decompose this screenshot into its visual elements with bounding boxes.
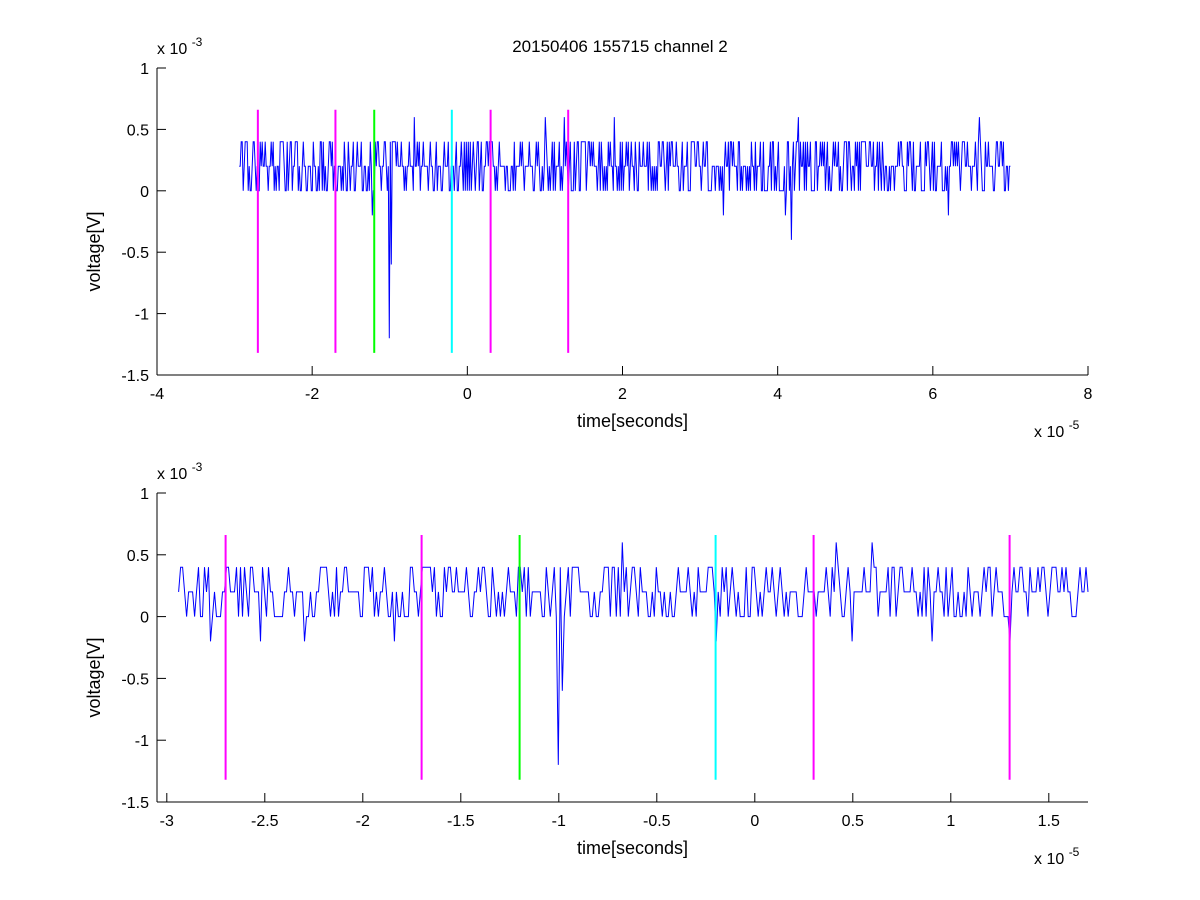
y-tick-label-0-0: 1 <box>140 61 149 78</box>
x-tick-label-1-2: -2 <box>356 813 370 830</box>
x-tick-label-0-5: 6 <box>928 386 937 403</box>
x-tick-label-1-6: 0 <box>750 813 759 830</box>
y-tick-label-0-5: -1.5 <box>121 368 149 385</box>
x-scale-multiplier-0: x 10 -5 <box>1034 418 1080 441</box>
y-axis-label-0: voltage[V] <box>84 211 104 291</box>
x-axis-label-1: time[seconds] <box>577 838 688 858</box>
x-tick-label-0-6: 8 <box>1084 386 1093 403</box>
figure-title: 20150406 155715 channel 2 <box>512 37 728 56</box>
y-scale-multiplier-1: x 10 -3 <box>157 460 203 483</box>
y-tick-label-1-4: -1 <box>135 733 149 750</box>
y-scale-exponent-0: -3 <box>192 35 203 49</box>
x-tick-label-0-1: -2 <box>305 386 319 403</box>
x-axis-label-0: time[seconds] <box>577 411 688 431</box>
y-scale-multiplier-0: x 10 -3 <box>157 35 203 58</box>
x-tick-label-1-3: -1.5 <box>447 813 475 830</box>
y-tick-label-0-1: 0.5 <box>127 122 149 139</box>
x-tick-label-0-4: 4 <box>773 386 782 403</box>
x-tick-label-1-1: -2.5 <box>251 813 279 830</box>
y-tick-label-0-2: 0 <box>140 184 149 201</box>
bottom-plot: -3 -2.5 -2 -1.5 -1 -0.5 0 0.5 1 1.5 1 0.5 0 -0.5 -1 -1.… <box>84 460 1089 868</box>
x-tick-label-0-0: -4 <box>150 386 164 403</box>
x-scale-exponent-1: -5 <box>1069 845 1080 859</box>
x-tick-label-1-8: 1 <box>946 813 955 830</box>
y-tick-label-0-4: -1 <box>135 307 149 324</box>
x-tick-label-1-9: 1.5 <box>1038 813 1060 830</box>
y-scale-exponent-1: -3 <box>192 460 203 474</box>
signal-trace-0 <box>239 117 1011 339</box>
y-tick-label-1-0: 1 <box>140 486 149 503</box>
x-tick-label-0-2: 0 <box>463 386 472 403</box>
x-scale-exponent-0: -5 <box>1069 418 1080 432</box>
y-tick-label-1-2: 0 <box>140 610 149 627</box>
x-scale-multiplier-1: x 10 -5 <box>1034 845 1080 868</box>
x-tick-label-1-4: -1 <box>552 813 566 830</box>
x-tick-label-1-7: 0.5 <box>842 813 864 830</box>
x-tick-label-1-0: -3 <box>160 813 174 830</box>
x-tick-label-1-5: -0.5 <box>643 813 671 830</box>
y-tick-label-1-1: 0.5 <box>127 548 149 565</box>
y-tick-label-1-5: -1.5 <box>121 795 149 812</box>
y-tick-label-1-3: -0.5 <box>121 671 149 688</box>
signal-trace-1 <box>178 542 1089 765</box>
x-tick-label-0-3: 2 <box>618 386 627 403</box>
y-tick-label-0-3: -0.5 <box>121 245 149 262</box>
top-plot: -4 -2 0 2 4 6 8 1 0.5 0 -0.5 -1 -1.5 time[seconds] vol… <box>84 35 1093 441</box>
y-axis-label-1: voltage[V] <box>84 637 104 717</box>
